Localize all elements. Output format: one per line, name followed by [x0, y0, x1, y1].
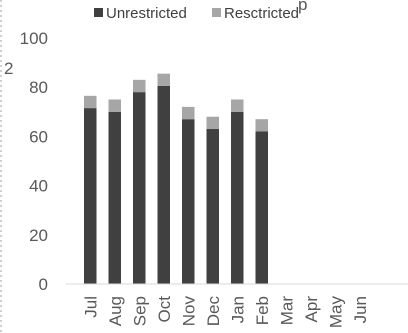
y-tick-label: 60: [29, 127, 48, 146]
bar-resctricted-sep: [133, 79, 146, 93]
bar-resctricted-oct: [157, 73, 170, 86]
legend-label: Unrestricted: [106, 5, 187, 22]
y-tick-label: 40: [29, 177, 48, 196]
bar-unrestricted-jul: [84, 108, 97, 284]
x-tick-label: Apr: [302, 296, 321, 323]
x-tick-label: Dec: [204, 296, 223, 327]
cut-off-axis-title-text: 2: [4, 59, 13, 78]
cut-off-title-text: p: [298, 0, 307, 14]
x-axis: Jul Aug Sep Oct Nov Dec Jan Feb Mar Apr May Jun: [81, 296, 370, 329]
bar-unrestricted-sep: [133, 92, 146, 285]
bar-resctricted-dec: [206, 116, 219, 130]
bar-unrestricted-aug: [108, 111, 121, 284]
bars: [84, 73, 268, 285]
bar-resctricted-feb: [255, 119, 268, 132]
x-tick-label: Feb: [253, 296, 272, 325]
x-tick-label: Aug: [106, 296, 125, 326]
x-tick-label: Jan: [228, 296, 247, 323]
bar-unrestricted-jan: [231, 111, 244, 284]
bar-unrestricted-nov: [182, 119, 195, 285]
legend: Unrestricted Resctricted: [94, 5, 299, 22]
bar-unrestricted-dec: [206, 129, 219, 284]
bar-unrestricted-oct: [157, 85, 170, 284]
x-tick-label: Jun: [351, 296, 370, 323]
bar-resctricted-jul: [84, 95, 97, 109]
y-tick-label: 80: [29, 78, 48, 97]
bar-resctricted-jan: [231, 99, 244, 112]
x-tick-label: May: [326, 296, 345, 329]
x-tick-label: Mar: [277, 296, 296, 326]
y-tick-label: 0: [39, 275, 48, 294]
x-tick-label: Sep: [130, 296, 149, 326]
legend-swatch: [212, 8, 221, 17]
y-tick-label: 100: [20, 29, 48, 48]
y-tick-label: 20: [29, 226, 48, 245]
y-axis: 0 20 40 60 80 100: [20, 29, 48, 294]
bar-unrestricted-feb: [255, 131, 268, 284]
x-tick-label: Jul: [81, 296, 100, 318]
legend-label: Resctricted: [224, 5, 299, 22]
bar-resctricted-aug: [108, 99, 121, 112]
x-tick-label: Oct: [155, 296, 174, 323]
x-tick-label: Nov: [179, 296, 198, 327]
legend-swatch: [94, 8, 103, 17]
bar-resctricted-nov: [182, 106, 195, 120]
